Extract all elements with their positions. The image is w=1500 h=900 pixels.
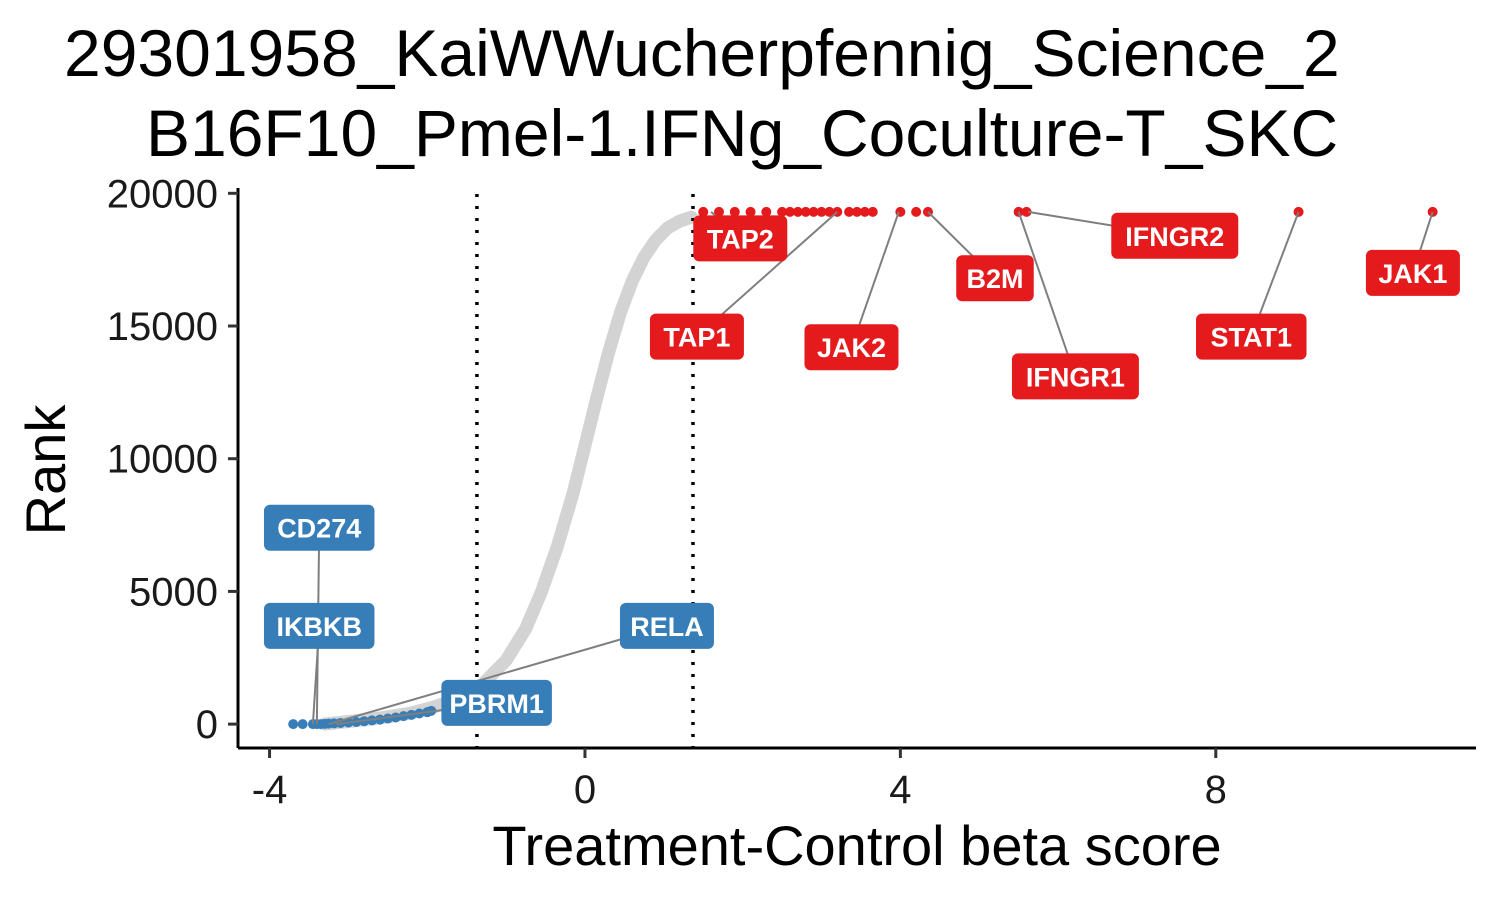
threshold-lines [475,194,695,748]
gene-label-box [649,313,744,360]
gene-label-text: JAK2 [817,333,886,363]
gene-label-text: IFNGR1 [1026,362,1125,392]
data-point [288,719,299,730]
gene-label-box [693,215,788,262]
data-point [824,206,835,217]
gene-label-text: JAK1 [1378,259,1447,289]
leader-line [1017,211,1077,377]
gene-label-text: IKBKB [276,612,362,642]
x-tick-label: 8 [1205,768,1227,812]
data-point [698,206,709,217]
data-point [844,206,855,217]
chart-title-line2: B16F10_Pmel-1.IFNg_Coculture-T_SKC [146,96,1338,170]
x-tick-label: 0 [574,768,596,812]
data-point [911,206,922,217]
axes: -4 0 4 8 0 5000 10000 15000 20000 [107,172,1476,812]
gene-label-box [956,255,1034,302]
data-points [288,206,1438,730]
gene-label-text: B2M [966,264,1023,294]
gene-label-text: TAP1 [663,323,730,353]
gene-label-box [1011,353,1139,400]
y-tick-label: 10000 [107,438,218,482]
data-point [777,206,788,217]
y-tick-label: 0 [196,703,218,747]
gene-labels: TAP2 TAP1 JAK2 B2M IFNGR2 IFNGR1 STAT1 JAK1 CD27… [263,212,1460,726]
gene-label-box [263,602,375,649]
data-point [808,206,819,217]
data-point [852,206,862,217]
data-point [784,206,795,217]
gene-label-text: CD274 [277,514,361,544]
gene-label-box [263,504,375,551]
gene-label-text: RELA [630,612,704,642]
data-point [761,206,772,217]
gene-label-text: IFNGR2 [1125,222,1224,252]
data-point [729,206,740,217]
gene-label-box [1111,212,1239,259]
data-point [800,206,811,217]
data-point [297,719,308,730]
gene-label-text: TAP2 [707,224,774,254]
y-tick-label: 5000 [129,570,218,614]
data-point [859,206,870,217]
y-tick-label: 15000 [107,305,218,349]
y-tick-label: 20000 [107,172,218,216]
y-axis-title: Rank [14,404,77,536]
chart-title-line1: 29301958_KaiWWucherpfennig_Science_2 [64,16,1340,90]
data-point [792,206,803,217]
gene-label-box [441,679,552,726]
gene-label-box [804,324,899,371]
gene-label-text: STAT1 [1211,323,1293,353]
gene-label-box [1196,313,1307,360]
label-leader-lines [311,210,1434,726]
leader-line [328,624,668,726]
data-point [816,206,827,217]
data-point [714,206,725,217]
x-axis-title: Treatment-Control beta score [492,814,1221,877]
data-point [745,206,756,217]
x-tick-label: -4 [252,768,288,812]
gene-label-box [1365,249,1460,296]
x-tick-label: 4 [889,768,911,812]
gene-label-box [619,602,714,649]
data-point [1021,206,1032,217]
data-point [867,206,878,217]
gene-label-text: PBRM1 [449,689,544,719]
